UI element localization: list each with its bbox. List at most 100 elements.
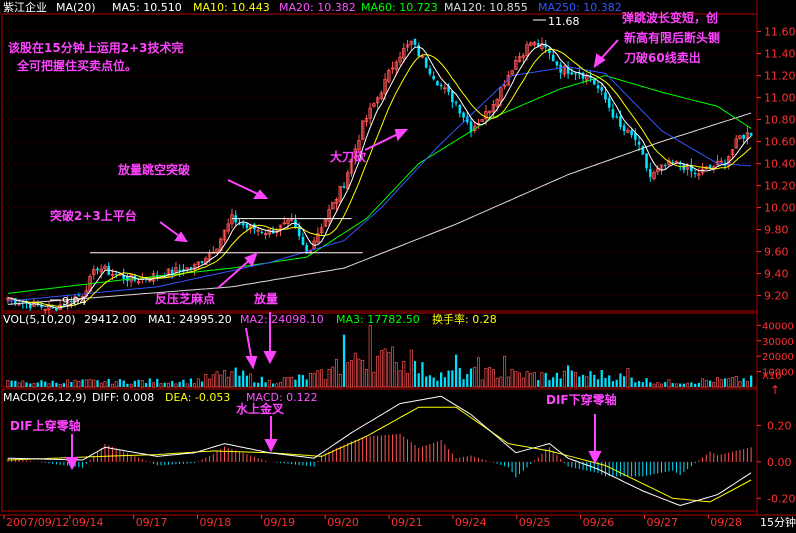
volume-bar-down bbox=[238, 375, 241, 387]
candle-body-down bbox=[637, 141, 641, 145]
candle-body-up bbox=[394, 61, 399, 70]
volume-bar-up bbox=[626, 368, 630, 388]
candle-body-up bbox=[226, 223, 230, 232]
volume-bar-down bbox=[552, 377, 555, 387]
candle-body-down bbox=[454, 101, 458, 104]
volume-bar-up bbox=[529, 372, 533, 388]
x-tick-label: 09/14 bbox=[72, 516, 104, 529]
candle-body-down bbox=[462, 112, 465, 118]
volume-bar-down bbox=[256, 382, 260, 387]
volume-bar-down bbox=[137, 379, 140, 387]
candle-body-down bbox=[178, 269, 181, 271]
volume-bar-down bbox=[570, 370, 573, 387]
volume-bar-down bbox=[118, 379, 122, 387]
volume-bar-up bbox=[92, 379, 96, 388]
volume-bar-up bbox=[506, 376, 510, 388]
candle-body-down bbox=[28, 304, 32, 309]
volume-bar-up bbox=[674, 383, 678, 388]
candle-body-down bbox=[428, 68, 432, 75]
candle-body-down bbox=[566, 66, 570, 74]
volume-bar-down bbox=[81, 379, 84, 387]
volume-bar-down bbox=[122, 380, 125, 387]
price-tick-label: 11.60 bbox=[764, 26, 796, 39]
ma10-line bbox=[7, 48, 752, 308]
volume-bar-down bbox=[548, 380, 551, 387]
volume-bar-up bbox=[357, 358, 361, 388]
dif-down-annotation: DIF下穿零轴 bbox=[546, 392, 617, 407]
volume-bar-up bbox=[477, 357, 480, 388]
candle-body-down bbox=[417, 45, 421, 56]
volume-bar-up bbox=[312, 373, 316, 388]
candle-body-up bbox=[338, 185, 342, 202]
candle-body-down bbox=[548, 48, 551, 53]
x-tick-label: 2007/09/12 bbox=[6, 516, 69, 529]
volume-bar-up bbox=[323, 379, 327, 388]
candle-body-down bbox=[589, 75, 592, 79]
volume-bar-up bbox=[66, 379, 70, 388]
candle-body-up bbox=[521, 55, 526, 58]
candle-body-up bbox=[487, 110, 492, 113]
candle-body-down bbox=[630, 130, 633, 136]
volume-bar-down bbox=[679, 383, 682, 387]
volume-bar-up bbox=[383, 348, 387, 388]
volume-bar-down bbox=[641, 382, 644, 387]
gap-break-arrow bbox=[227, 179, 263, 197]
pullback-annotation: 反压芝麻点 bbox=[155, 291, 215, 306]
volume-bar-down bbox=[126, 383, 129, 387]
ma-period-label: MA(20) bbox=[56, 1, 96, 14]
candle-body-up bbox=[443, 87, 447, 90]
macd-dea: DEA: -0.053 bbox=[165, 391, 230, 404]
candle-body-down bbox=[619, 116, 622, 127]
volume-bar-down bbox=[608, 375, 611, 387]
volume-bar-down bbox=[29, 383, 32, 387]
volume-bar-up bbox=[174, 383, 178, 388]
volume-bar-down bbox=[234, 367, 237, 387]
volume-bar-down bbox=[664, 382, 667, 387]
volume-bar-up bbox=[686, 382, 690, 388]
candle-body-up bbox=[656, 168, 660, 173]
volume-bar-up bbox=[215, 371, 219, 388]
volume-bar-down bbox=[14, 380, 17, 387]
volume-bar-down bbox=[723, 378, 727, 387]
ma5-line bbox=[7, 43, 752, 309]
scroll-up-icon[interactable]: ↑ bbox=[770, 383, 780, 397]
volume-bar-up bbox=[316, 370, 320, 388]
volume-bar-up bbox=[499, 376, 503, 388]
volume-bar-down bbox=[294, 379, 297, 387]
candle-body-up bbox=[323, 218, 328, 227]
candle-body-up bbox=[517, 56, 522, 63]
volume-bar-up bbox=[99, 382, 103, 388]
volume-bar-down bbox=[264, 382, 267, 387]
volume-bar-down bbox=[436, 380, 439, 387]
candle-body-up bbox=[256, 229, 260, 232]
volume-bar-up bbox=[290, 376, 294, 388]
volume-bar-up bbox=[219, 374, 223, 388]
price-tick-label: 10.80 bbox=[764, 114, 796, 127]
price-tick-label: 10.40 bbox=[764, 158, 796, 171]
x-tick-label: 09/28 bbox=[710, 516, 742, 529]
volume-bar-down bbox=[682, 383, 686, 387]
volume-bar-up bbox=[211, 374, 215, 388]
candle-body-up bbox=[368, 107, 372, 119]
volume-bar-down bbox=[593, 374, 596, 387]
candle-body-up bbox=[103, 265, 107, 270]
candle-body-down bbox=[742, 134, 745, 139]
volume-bar-down bbox=[454, 354, 458, 387]
volume-bar-up bbox=[286, 376, 290, 388]
candle-body-up bbox=[372, 103, 376, 107]
x-tick-label: 09/27 bbox=[646, 516, 678, 529]
volume-bar-down bbox=[96, 380, 99, 387]
candle-body-up bbox=[730, 149, 735, 155]
gap-break-arrowhead bbox=[253, 189, 269, 199]
x-tick-label: 09/24 bbox=[455, 516, 487, 529]
pullback-arrowhead bbox=[244, 252, 258, 267]
candle-body-down bbox=[55, 307, 58, 311]
volume-scale-label: X10 bbox=[762, 371, 782, 382]
volume-bar-up bbox=[701, 378, 705, 388]
candle-body-down bbox=[536, 43, 540, 48]
volume-bar-up bbox=[267, 379, 271, 388]
volume-bar-up bbox=[327, 369, 331, 388]
volume-bar-up bbox=[391, 346, 395, 388]
volume-bar-up bbox=[17, 382, 21, 388]
macd-label: MACD(26,12,9) bbox=[3, 391, 87, 404]
